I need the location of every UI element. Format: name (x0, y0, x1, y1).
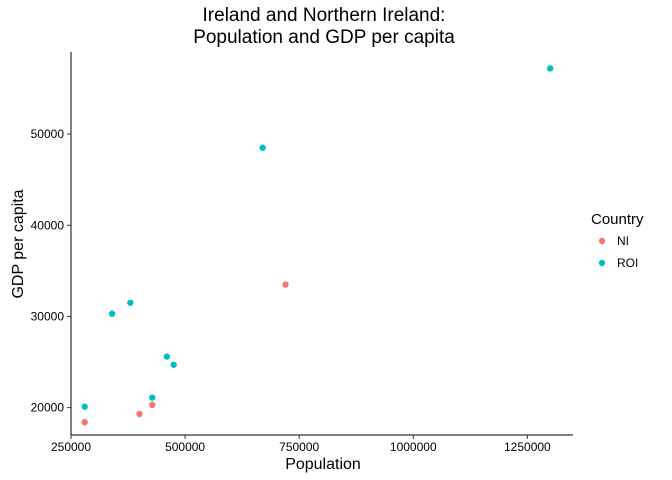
y-tick-label: 40000 (31, 218, 65, 232)
data-point-roi (108, 310, 116, 317)
data-point-roi (81, 403, 88, 410)
legend-key-ni (598, 237, 606, 245)
y-axis-ticks: 20000 30000 40000 50000 (31, 127, 71, 415)
x-axis-ticks: 250000 500000 750000 1000000 1250000 (51, 435, 551, 454)
x-tick-label: 250000 (51, 440, 91, 454)
x-tick-label: 1250000 (504, 440, 551, 454)
data-points (81, 65, 554, 426)
x-tick-label: 750000 (279, 440, 319, 454)
data-point-roi (127, 299, 134, 306)
chart-title-line-1: Ireland and Northern Ireland: (202, 5, 446, 26)
data-point-roi (163, 353, 171, 360)
y-tick-label: 20000 (31, 401, 65, 415)
x-axis-title: Population (285, 456, 361, 473)
data-point-roi (170, 361, 177, 368)
data-point-ni (81, 419, 88, 426)
x-tick-label: 1000000 (390, 440, 437, 454)
legend-label-ni: NI (617, 234, 629, 248)
data-point-roi (149, 394, 156, 401)
x-tick-label: 500000 (165, 440, 205, 454)
y-axis-title: GDP per capita (10, 189, 27, 298)
data-point-ni (136, 410, 143, 418)
chart-title-line-2: Population and GDP per capita (193, 27, 455, 48)
y-tick-label: 30000 (31, 309, 65, 323)
legend-key-roi (598, 259, 606, 267)
axes (70, 52, 573, 436)
data-point-ni (149, 401, 156, 409)
data-point-ni (282, 281, 289, 288)
data-point-roi (259, 144, 266, 151)
legend: Country NI ROI (591, 211, 644, 270)
data-point-roi (546, 65, 554, 72)
y-tick-label: 50000 (31, 127, 65, 141)
legend-label-roi: ROI (617, 256, 638, 270)
legend-title: Country (591, 211, 644, 228)
